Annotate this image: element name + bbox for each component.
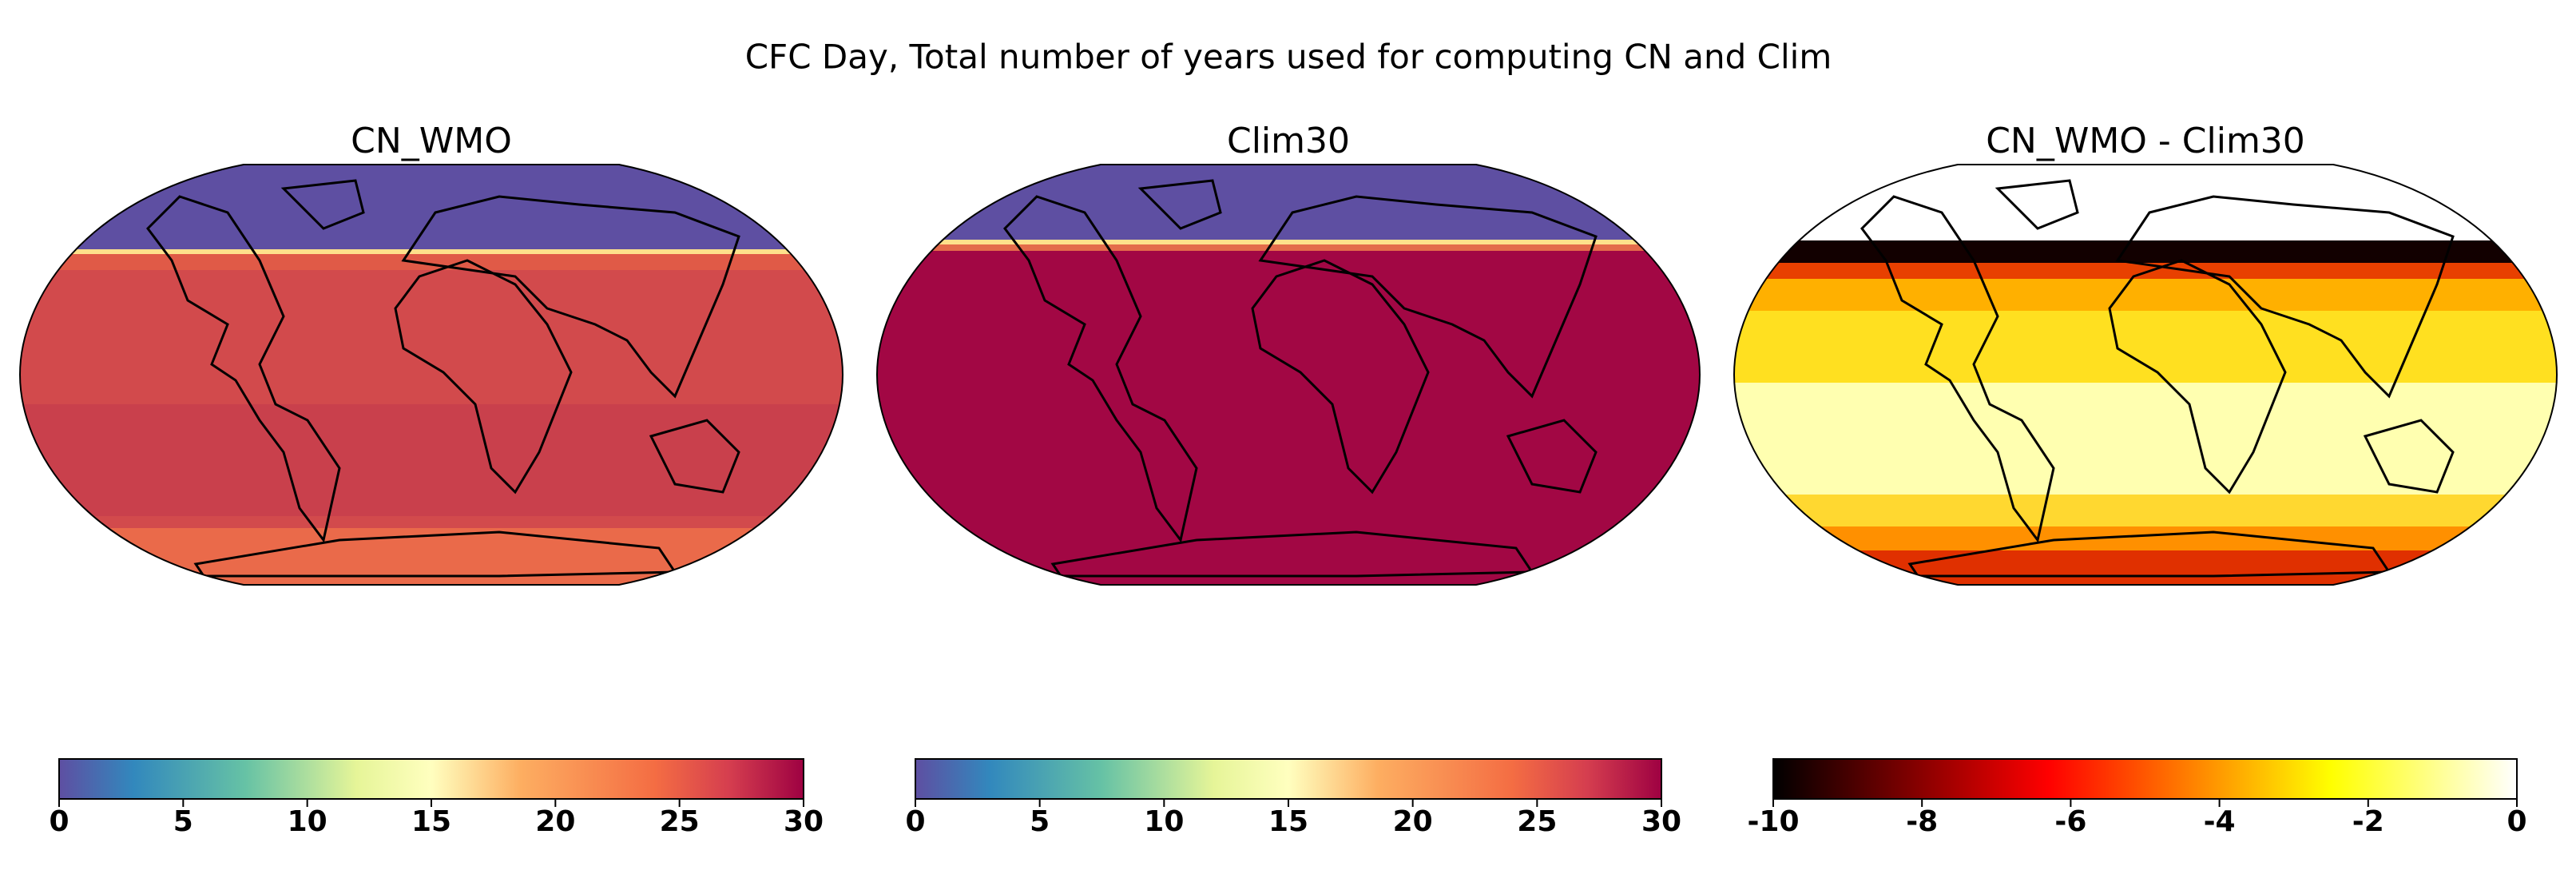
- colorbar: [1772, 758, 2518, 800]
- tick-label: 30: [1641, 805, 1681, 838]
- tick-label: 15: [1268, 805, 1308, 838]
- tick-label: 5: [173, 805, 193, 838]
- colorbar: [915, 758, 1662, 800]
- colorbar-ticks: 0 5 10 15 20 25 30 0 5 10 15 20 25 30 -10 -8 -6 -4 -2 0: [49, 799, 2527, 838]
- tick-label: -8: [1906, 805, 1938, 838]
- tick-label: 20: [535, 805, 575, 838]
- tick-label: -6: [2054, 805, 2086, 838]
- tick-label: 0: [2507, 805, 2526, 838]
- tick-label: 15: [411, 805, 451, 838]
- tick-label: -2: [2352, 805, 2384, 838]
- tick-label: 20: [1393, 805, 1433, 838]
- tick-label: 10: [1144, 805, 1184, 838]
- tick-label: 30: [784, 805, 824, 838]
- tick-label: 10: [288, 805, 327, 838]
- map: [876, 164, 1701, 586]
- figure-title: CFC Day, Total number of years used for …: [745, 38, 1832, 77]
- colorbar: [58, 758, 804, 800]
- tick-label: 0: [49, 805, 69, 838]
- panel-title: CN_WMO: [351, 121, 512, 161]
- panel-title: Clim30: [1227, 121, 1350, 161]
- tick-label: -10: [1747, 805, 1799, 838]
- tick-label: 0: [905, 805, 925, 838]
- map: [1733, 164, 2558, 586]
- panel-title: CN_WMO - Clim30: [1986, 121, 2305, 161]
- map: [19, 164, 843, 586]
- tick-label: 25: [660, 805, 700, 838]
- tick-label: 5: [1030, 805, 1050, 838]
- tick-label: 25: [1517, 805, 1557, 838]
- tick-label: -4: [2204, 805, 2236, 838]
